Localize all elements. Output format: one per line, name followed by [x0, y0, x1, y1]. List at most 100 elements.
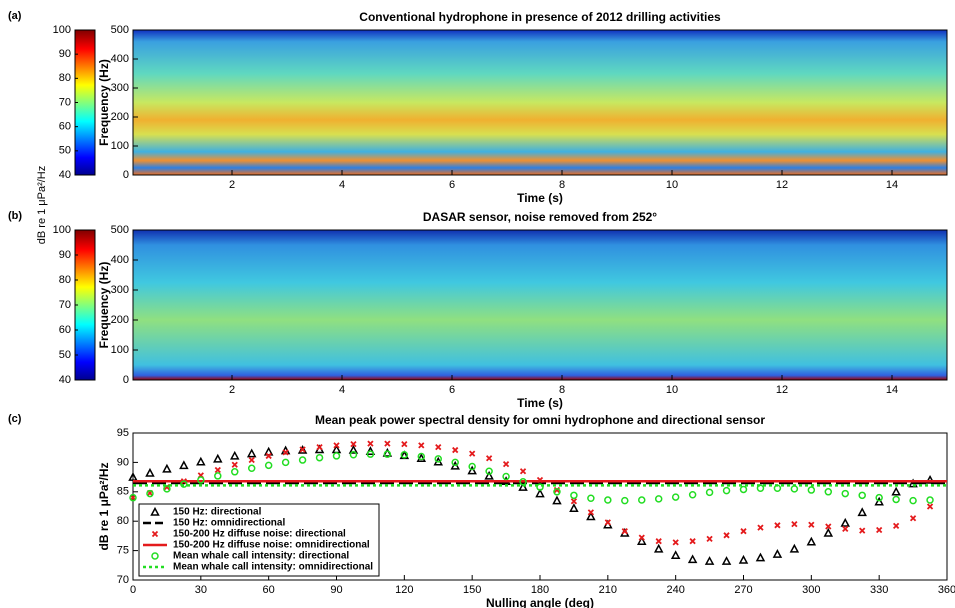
marker	[638, 496, 646, 504]
panel-label: (c)	[8, 413, 22, 425]
colorbar-tick-label: 40	[59, 169, 71, 181]
plot-frame	[132, 29, 948, 176]
marker	[469, 450, 476, 457]
marker	[384, 440, 391, 447]
x-axis-label: Time (s)	[517, 191, 563, 205]
marker	[825, 523, 832, 530]
plot-frame	[132, 229, 948, 381]
colorbar-label: dB re 1 μPa²/Hz	[36, 166, 48, 244]
x-tick-label: 270	[734, 584, 752, 596]
x-tick-label: 360	[938, 584, 955, 596]
legend-label: 150 Hz: omnidirectional	[173, 518, 285, 529]
marker	[366, 450, 375, 458]
x-tick-label: 8	[559, 384, 565, 396]
x-tick-label: 0	[130, 584, 136, 596]
marker	[670, 550, 681, 560]
marker	[265, 452, 272, 460]
x-axis-label: Nulling angle (deg)	[486, 596, 594, 608]
marker	[214, 472, 222, 480]
marker	[671, 493, 680, 501]
colorbar-tick-label: 70	[59, 299, 71, 311]
y-tick-label: 0	[123, 374, 129, 386]
marker	[722, 486, 731, 495]
marker	[417, 452, 426, 461]
marker	[723, 532, 730, 539]
marker	[146, 489, 154, 498]
marker	[891, 486, 901, 496]
marker	[299, 446, 306, 453]
y-tick-label: 70	[117, 574, 129, 586]
marker	[808, 521, 815, 528]
marker	[757, 524, 764, 531]
legend-label: 150-200 Hz diffuse noise: directional	[173, 529, 346, 540]
plot-frame	[132, 432, 948, 581]
marker	[418, 442, 425, 449]
marker	[604, 519, 611, 526]
x-tick-label: 4	[339, 179, 345, 191]
x-tick-label: 14	[886, 179, 898, 191]
y-tick-label: 200	[111, 111, 129, 123]
x-tick-label: 2	[229, 384, 235, 396]
x-tick-label: 60	[263, 584, 275, 596]
marker	[772, 549, 783, 558]
marker	[129, 493, 137, 502]
marker	[332, 452, 341, 460]
x-tick-label: 6	[449, 384, 455, 396]
marker	[502, 461, 510, 468]
x-tick-label: 210	[599, 584, 617, 596]
x-tick-label: 90	[330, 584, 342, 596]
marker	[688, 490, 697, 499]
marker	[536, 483, 544, 491]
marker	[231, 461, 238, 468]
y-axis-label: Frequency (Hz)	[97, 262, 111, 349]
x-tick-label: 12	[776, 384, 788, 396]
y-tick-label: 500	[111, 24, 129, 36]
marker	[382, 447, 393, 457]
marker	[621, 528, 628, 535]
marker	[858, 491, 866, 500]
marker	[586, 511, 596, 521]
marker	[163, 485, 171, 493]
y-tick-label: 80	[117, 515, 129, 527]
marker	[926, 496, 934, 504]
marker	[807, 486, 816, 494]
marker	[909, 515, 917, 522]
marker	[704, 556, 715, 565]
marker	[840, 517, 851, 527]
marker	[570, 498, 578, 505]
marker	[401, 441, 408, 448]
marker	[587, 494, 595, 503]
colorbar-tick-label: 100	[53, 24, 71, 36]
x-tick-label: 12	[776, 179, 788, 191]
y-tick-label: 300	[111, 82, 129, 94]
y-tick-label: 95	[117, 427, 129, 439]
marker	[874, 496, 884, 506]
marker	[876, 526, 883, 534]
x-tick-label: 120	[395, 584, 413, 596]
marker	[892, 522, 900, 530]
chart-title: DASAR sensor, noise removed from 252°	[423, 210, 657, 224]
marker	[791, 521, 798, 528]
marker	[587, 509, 595, 516]
x-tick-label: 150	[463, 584, 481, 596]
y-tick-label: 75	[117, 545, 129, 557]
marker	[315, 453, 324, 462]
colorbar-tick-label: 50	[59, 349, 71, 361]
x-tick-label: 240	[666, 584, 684, 596]
legend-swatch	[150, 506, 160, 516]
y-tick-label: 0	[123, 169, 129, 181]
marker	[468, 462, 476, 471]
marker	[213, 453, 223, 463]
y-tick-label: 100	[111, 344, 129, 356]
marker	[349, 451, 358, 459]
marker	[435, 443, 442, 451]
marker	[416, 453, 427, 463]
marker	[179, 460, 189, 470]
marker	[162, 463, 172, 473]
marker	[518, 482, 528, 491]
marker	[246, 448, 257, 458]
legend-swatch	[151, 530, 159, 538]
legend-label: Mean whale call intensity: omnidirection…	[173, 562, 373, 573]
colorbar-tick-label: 50	[59, 145, 71, 157]
